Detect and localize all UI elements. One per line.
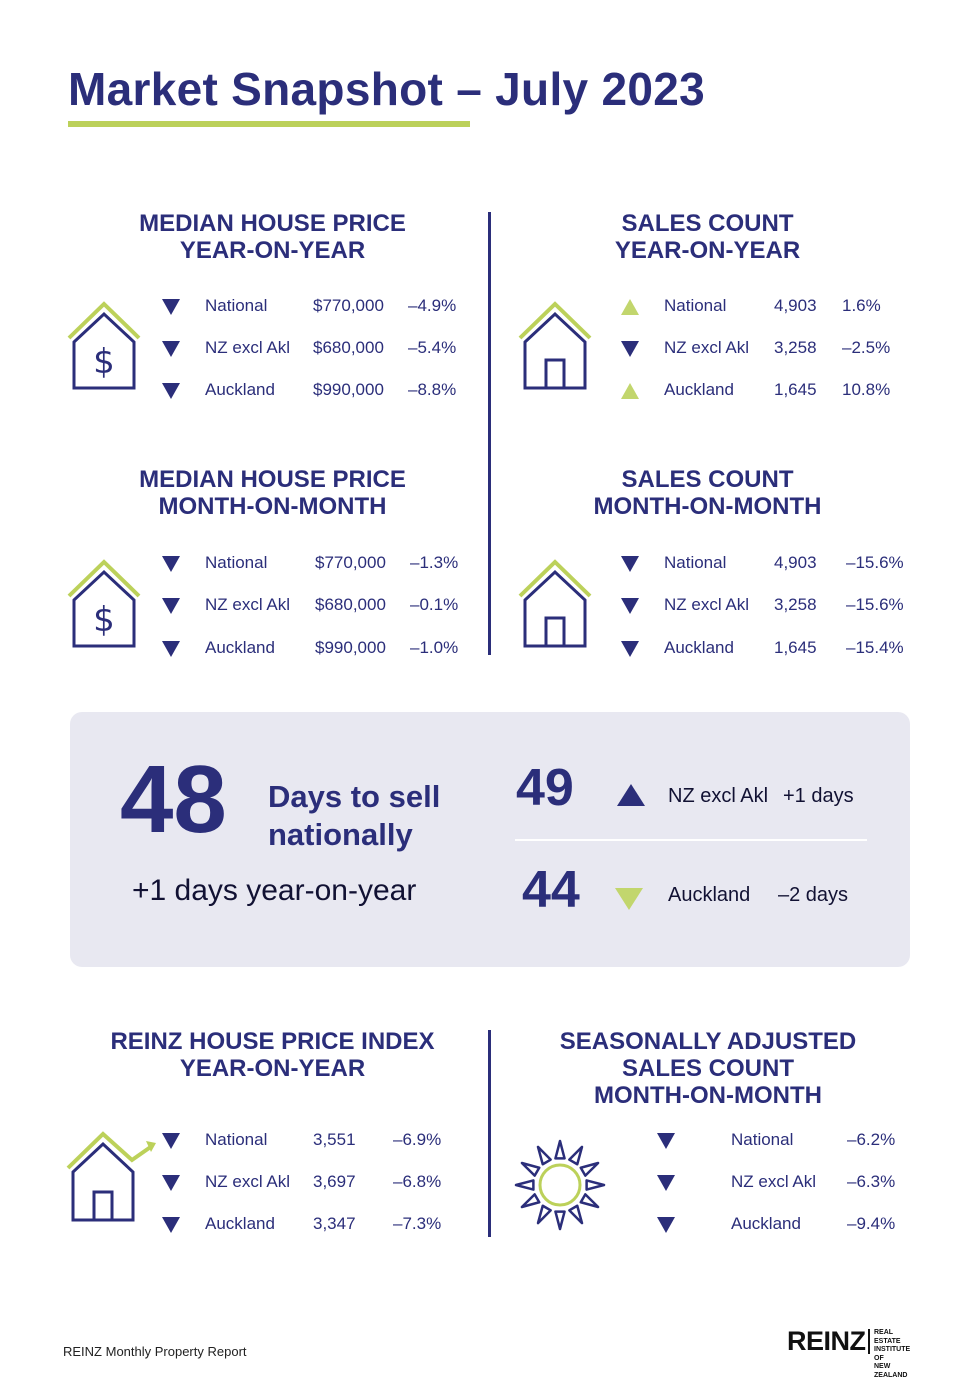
seasonally-adjusted-row-nz-excl-akl: NZ excl Akl –6.3% xyxy=(655,1169,905,1195)
hpi-yoy-heading: REINZ HOUSE PRICE INDEX YEAR-ON-YEAR xyxy=(110,1028,435,1082)
section-divider-bottom xyxy=(488,1030,491,1237)
up-arrow-icon xyxy=(621,299,639,315)
sun-ray xyxy=(568,1204,584,1225)
house-dollar-icon: $ xyxy=(67,559,141,648)
nz-excl-akl-days-number: 49 xyxy=(516,759,574,817)
sun-ray xyxy=(579,1161,600,1177)
up-arrow-icon xyxy=(621,383,639,399)
median-price-mom-row-auckland: Auckland $990,000 –1.0% xyxy=(160,635,470,661)
sun-ray xyxy=(579,1193,600,1209)
nz-excl-akl-days-change: +1 days xyxy=(783,785,854,807)
house-icon xyxy=(518,301,592,390)
sun-ray xyxy=(520,1161,541,1177)
sales-count-yoy-row-national: National 4,903 1.6% xyxy=(620,293,900,319)
hpi-yoy-row-auckland: Auckland 3,347 –7.3% xyxy=(160,1211,460,1237)
down-arrow-icon xyxy=(162,598,180,614)
down-arrow-icon xyxy=(162,1175,180,1191)
up-arrow-icon xyxy=(617,784,645,806)
down-arrow-icon xyxy=(621,556,639,572)
sun-ray xyxy=(536,1204,552,1225)
days-yoy-text: +1 days year-on-year xyxy=(132,874,417,907)
logo-wordmark: REINZ xyxy=(787,1326,866,1356)
seasonally-adjusted-row-national: National –6.2% xyxy=(655,1127,905,1153)
down-arrow-icon xyxy=(162,1133,180,1149)
median-price-mom-row-national: National $770,000 –1.3% xyxy=(160,550,470,576)
sun-ray xyxy=(514,1179,535,1191)
sales-count-mom-row-auckland: Auckland 1,645 –15.4% xyxy=(620,635,910,661)
median-price-yoy-row-national: National $770,000 –4.9% xyxy=(160,293,470,319)
down-arrow-icon xyxy=(615,888,643,910)
seasonally-adjusted-row-auckland: Auckland –9.4% xyxy=(655,1211,905,1237)
sales-count-yoy-row-nz-excl-akl: NZ excl Akl 3,258 –2.5% xyxy=(620,335,900,361)
down-arrow-icon xyxy=(657,1175,675,1191)
down-arrow-icon xyxy=(657,1133,675,1149)
down-arrow-icon xyxy=(162,383,180,399)
median-price-mom-row-nz-excl-akl: NZ excl Akl $680,000 –0.1% xyxy=(160,592,470,618)
panel-divider xyxy=(515,839,867,841)
svg-text:$: $ xyxy=(93,600,115,640)
median-price-yoy-row-nz-excl-akl: NZ excl Akl $680,000 –5.4% xyxy=(160,335,470,361)
down-arrow-icon xyxy=(162,299,180,315)
down-arrow-icon xyxy=(162,341,180,357)
auckland-days-number: 44 xyxy=(522,861,580,919)
down-arrow-icon xyxy=(162,1217,180,1233)
sun-ray xyxy=(568,1145,584,1166)
sales-count-mom-row-national: National 4,903 –15.6% xyxy=(620,550,910,576)
auckland-days-label: Auckland xyxy=(668,884,751,906)
footer-text: REINZ Monthly Property Report xyxy=(63,1344,247,1359)
sun-icon xyxy=(514,1139,606,1231)
median-price-yoy-heading: MEDIAN HOUSE PRICE YEAR-ON-YEAR xyxy=(139,210,406,264)
hpi-yoy-row-national: National 3,551 –6.9% xyxy=(160,1127,460,1153)
section-divider-top xyxy=(488,212,491,655)
page-title: Market Snapshot – July 2023 xyxy=(68,63,706,115)
sales-count-yoy-row-auckland: Auckland 1,645 10.8% xyxy=(620,377,900,403)
national-days-number: 48 xyxy=(120,746,227,853)
down-arrow-icon xyxy=(162,556,180,572)
house-dollar-icon: $ xyxy=(67,301,141,390)
down-arrow-icon xyxy=(162,641,180,657)
logo-subtitle: REAL ESTATE INSTITUTE OF NEW ZEALAND xyxy=(874,1329,911,1379)
nz-excl-akl-days-label: NZ excl Akl xyxy=(668,785,769,807)
down-arrow-icon xyxy=(621,598,639,614)
logo-divider xyxy=(868,1329,870,1354)
days-to-sell-label: Days to sell nationally xyxy=(268,779,441,852)
sun-ray xyxy=(536,1145,552,1166)
hpi-yoy-row-nz-excl-akl: NZ excl Akl 3,697 –6.8% xyxy=(160,1169,460,1195)
sun-ray xyxy=(585,1179,606,1191)
sales-count-mom-heading: SALES COUNT MONTH-ON-MONTH xyxy=(593,466,822,520)
down-arrow-icon xyxy=(621,341,639,357)
house-icon xyxy=(518,559,592,648)
down-arrow-icon xyxy=(621,641,639,657)
auckland-days-change: –2 days xyxy=(778,884,849,906)
sales-count-mom-row-nz-excl-akl: NZ excl Akl 3,258 –15.6% xyxy=(620,592,910,618)
svg-text:$: $ xyxy=(93,342,115,382)
median-price-yoy-row-auckland: Auckland $990,000 –8.8% xyxy=(160,377,470,403)
house-trend-icon xyxy=(66,1131,156,1222)
median-price-mom-heading: MEDIAN HOUSE PRICE MONTH-ON-MONTH xyxy=(139,466,406,520)
title-underline xyxy=(68,121,470,127)
seasonally-adjusted-heading: SEASONALLY ADJUSTED SALES COUNT MONTH-ON… xyxy=(559,1028,857,1109)
sun-ray xyxy=(554,1139,566,1160)
sun-ray xyxy=(520,1193,541,1209)
sun-ray xyxy=(554,1210,566,1231)
days-to-sell-panel: 48 Days to sell nationally +1 days year-… xyxy=(70,712,910,967)
down-arrow-icon xyxy=(657,1217,675,1233)
sales-count-yoy-heading: SALES COUNT YEAR-ON-YEAR xyxy=(614,210,801,264)
